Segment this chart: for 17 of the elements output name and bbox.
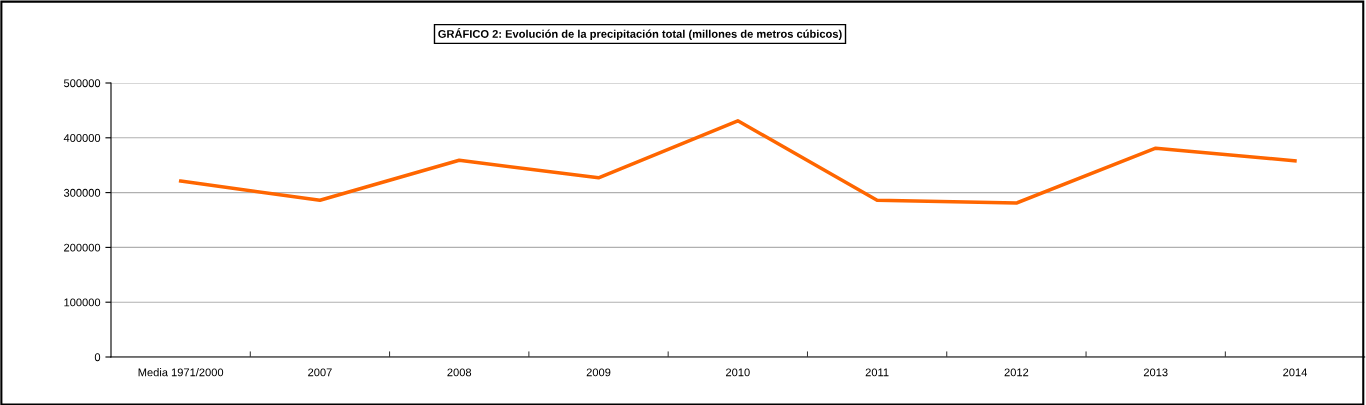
x-tick-label: Media 1971/2000 (138, 368, 224, 377)
y-tick-label: 500000 (63, 79, 101, 88)
y-tick-label: 200000 (64, 243, 101, 252)
x-tick-label: 2012 (1004, 368, 1029, 377)
line-series (178, 119, 1297, 205)
x-tick-label: 2009 (586, 368, 611, 377)
x-tick-label: 2011 (865, 368, 889, 377)
x-tick-label: 2014 (1283, 368, 1308, 377)
y-tick-label: 0 (94, 353, 101, 362)
x-tick-label: 2007 (308, 368, 332, 377)
x-tick-label: 2010 (726, 368, 750, 377)
x-tick-label: 2013 (1143, 368, 1168, 377)
y-tick-label: 300000 (63, 188, 101, 197)
y-tick-label: 100000 (64, 298, 101, 307)
y-tick-label: 400000 (63, 134, 101, 142)
x-tick-label: 2008 (447, 368, 472, 377)
chart-title: GRÁFICO 2: Evolución de la precipitación total (millones de metros cúbicos) (438, 27, 842, 41)
